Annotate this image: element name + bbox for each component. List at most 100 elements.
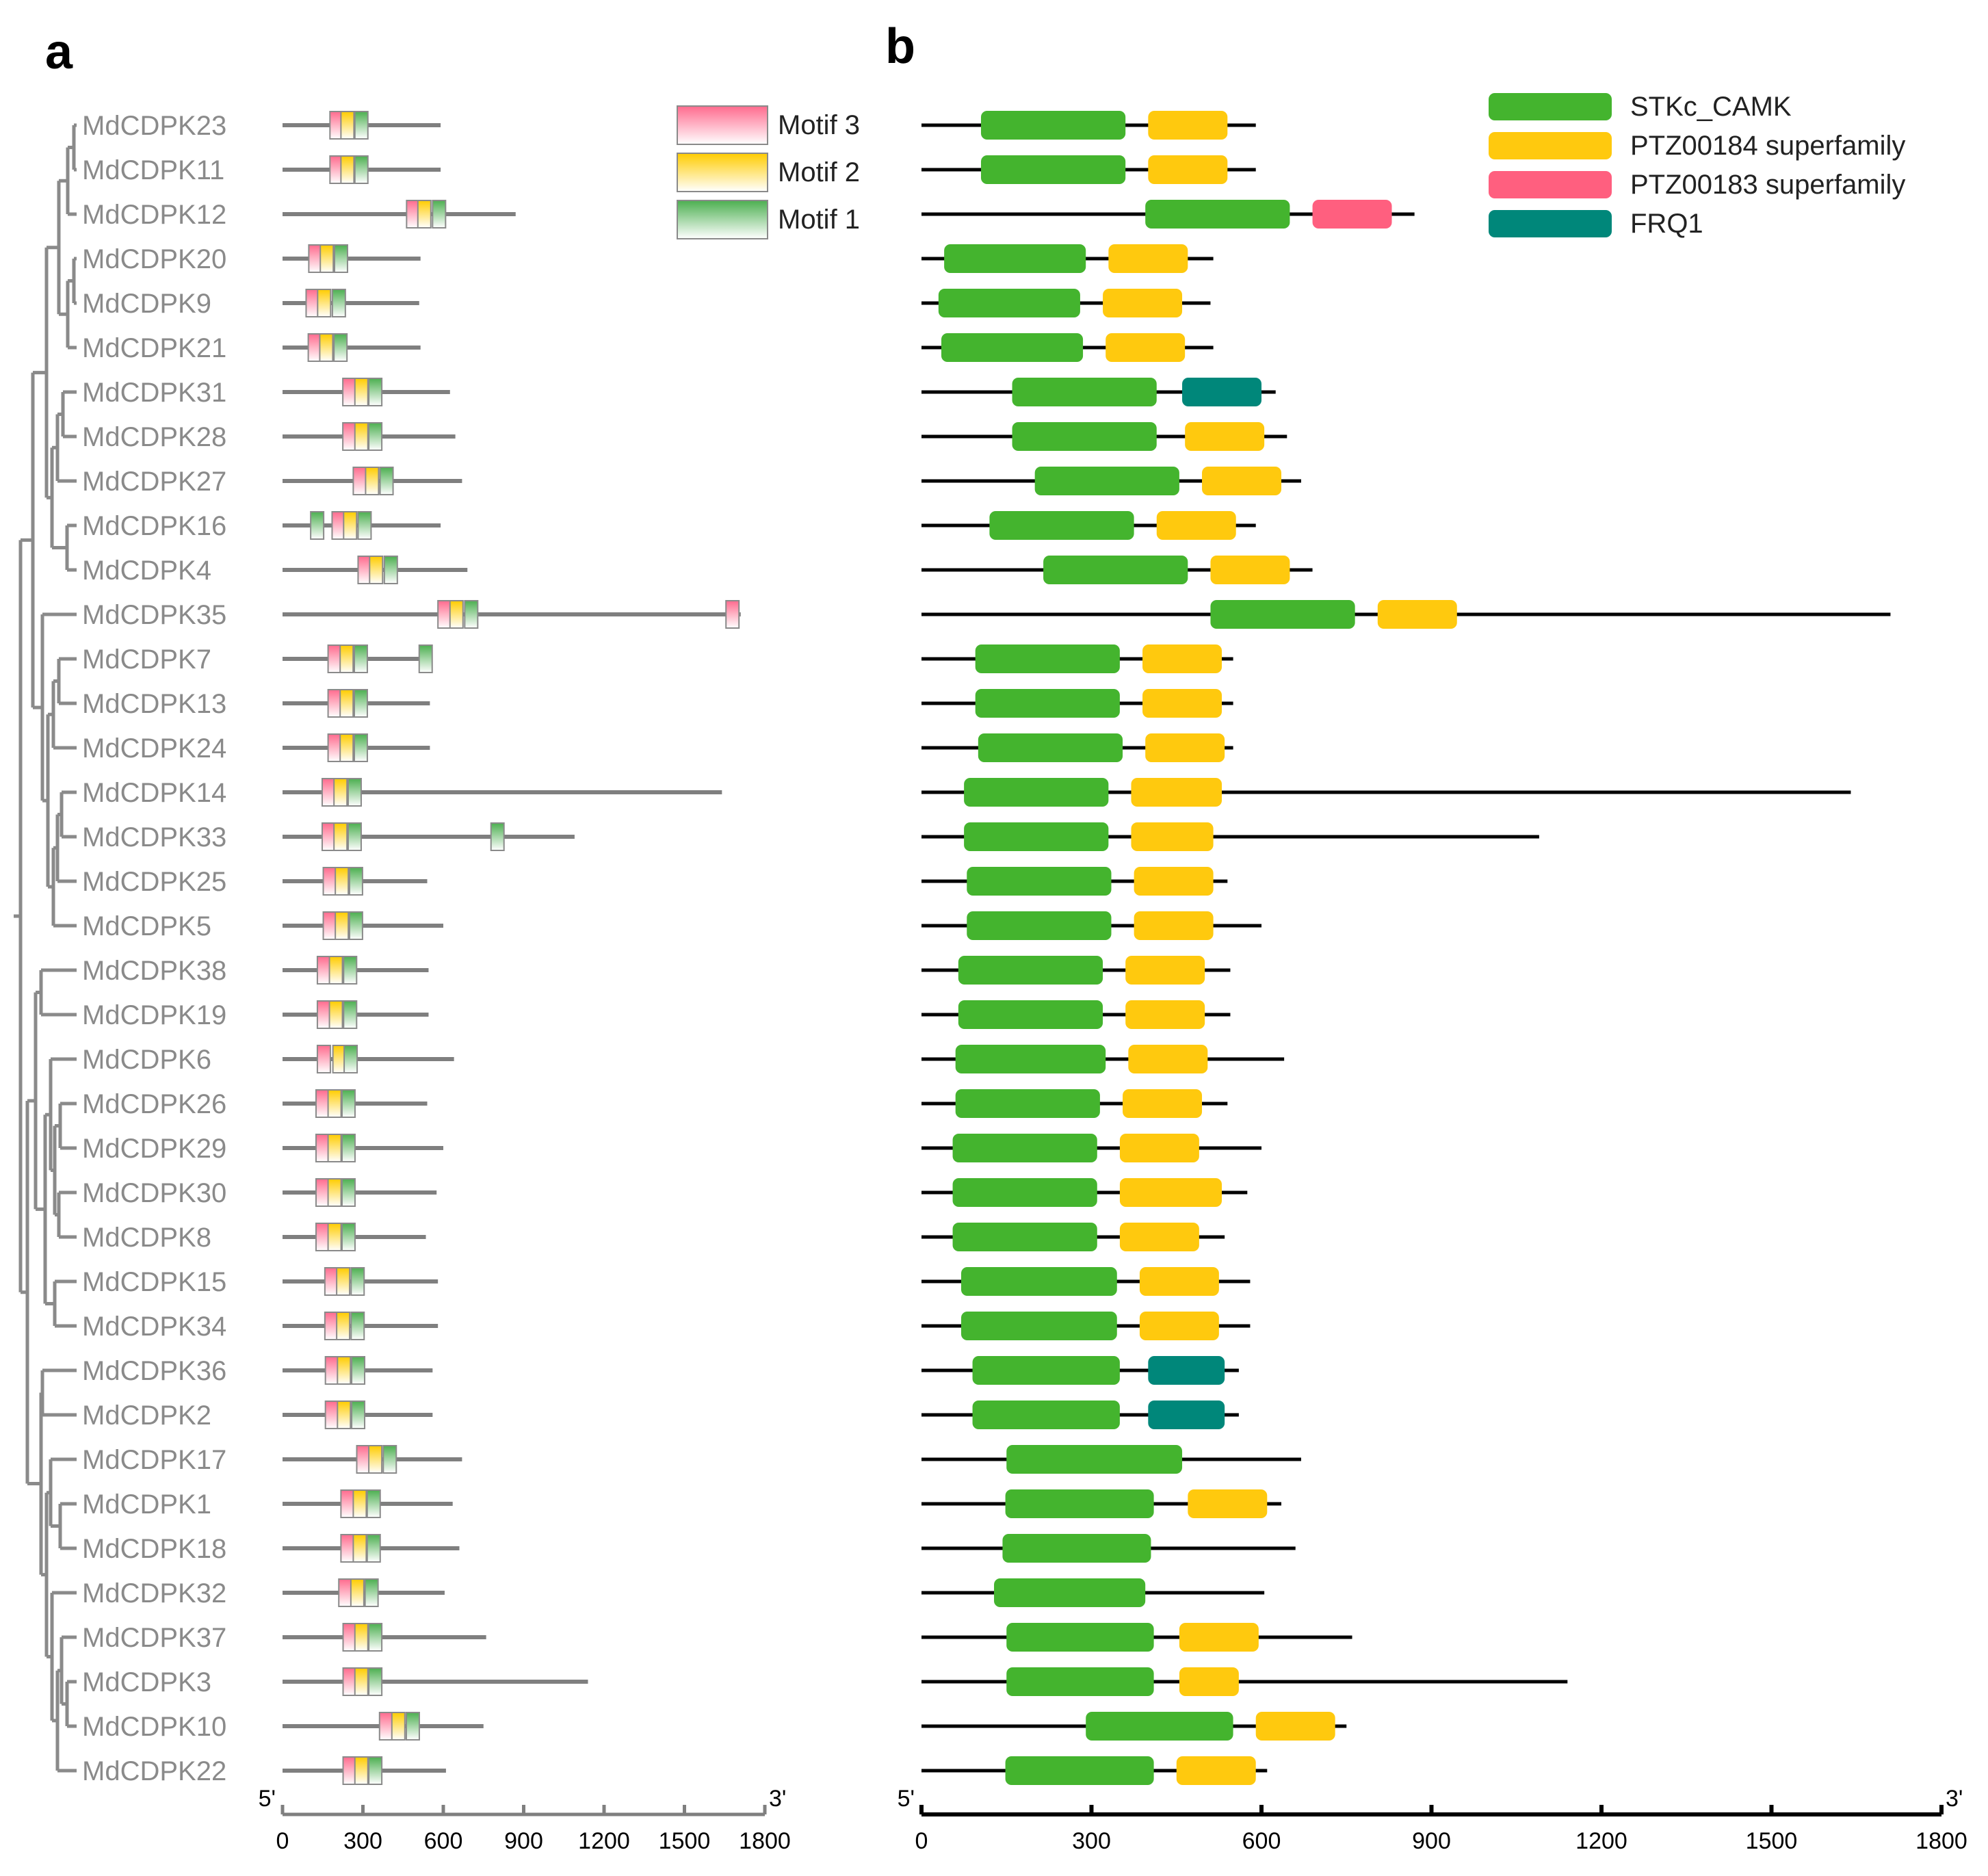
motif1-box — [341, 1223, 356, 1251]
motif3-box — [316, 1000, 331, 1029]
motif1-box — [333, 333, 348, 362]
motif3-box — [340, 1534, 355, 1563]
motif1-box — [351, 1401, 366, 1429]
axis-tick-label: 1500 — [1746, 1828, 1798, 1854]
domain-row — [921, 1045, 1285, 1073]
motif-structures — [283, 111, 741, 1785]
domain-row — [921, 1178, 1248, 1207]
ptz00184-domain — [1210, 556, 1290, 584]
ptz00184-domain — [1179, 1667, 1239, 1696]
ptz00184-domain — [1179, 1623, 1259, 1652]
stkc_camk-domain — [1005, 1756, 1154, 1785]
motif1-box — [432, 200, 447, 229]
stkc_camk-domain — [960, 1312, 1117, 1340]
motif-row — [283, 1667, 588, 1696]
gene-label: MdCDPK31 — [82, 378, 226, 408]
motif3-box — [321, 778, 336, 807]
stkc_camk-domain — [1034, 467, 1179, 495]
motif-row — [283, 644, 433, 673]
motif1-box — [341, 1089, 356, 1118]
gene-label: MdCDPK7 — [82, 644, 211, 675]
stkc_camk-domain — [1005, 1489, 1154, 1518]
motif-row — [283, 1223, 426, 1251]
motif2-box — [449, 600, 464, 629]
motif-row — [283, 600, 741, 629]
stkc_camk-domain — [938, 289, 1080, 317]
motif1-box — [354, 155, 369, 184]
panel-label-a: a — [45, 25, 73, 79]
domain-row — [921, 1000, 1231, 1029]
gene-label: MdCDPK16 — [82, 511, 226, 541]
ptz00184-domain — [1188, 1489, 1268, 1518]
ptz00184-domain — [1202, 467, 1281, 495]
motif1-box — [366, 1534, 381, 1563]
gene-label: MdCDPK18 — [82, 1534, 226, 1564]
motif3-box — [322, 867, 337, 896]
motif2-box — [354, 422, 369, 451]
motif2-box — [368, 1445, 383, 1474]
ptz00184-domain — [1139, 1267, 1219, 1296]
motif-row — [283, 822, 575, 851]
motif2-box — [354, 1623, 369, 1652]
motif-row — [283, 1134, 443, 1162]
ptz00184-domain — [1142, 689, 1222, 718]
motif2-box — [354, 378, 369, 406]
axis-tick-label: 1800 — [739, 1828, 791, 1854]
motif3-box — [324, 1312, 339, 1340]
domain-row — [921, 111, 1256, 140]
motif1-box — [333, 244, 348, 273]
motif-row — [283, 1623, 486, 1652]
motif-row — [283, 778, 722, 807]
motif2-box — [417, 200, 432, 229]
gene-label: MdCDPK14 — [82, 778, 226, 808]
stkc_camk-domain — [952, 1223, 1097, 1251]
domain-row — [921, 155, 1256, 184]
gene-label: MdCDPK17 — [82, 1445, 226, 1475]
motif3-box — [327, 644, 342, 673]
gene-label: MdCDPK20 — [82, 244, 226, 274]
domain-row — [921, 1578, 1265, 1607]
stkc_camk-domain — [944, 244, 1086, 273]
axis-start-label: 5' — [259, 1786, 276, 1812]
motif1-box — [383, 556, 398, 584]
stkc_camk-domain — [941, 333, 1084, 362]
gene-label: MdCDPK3 — [82, 1667, 211, 1697]
domain-row — [921, 511, 1256, 540]
gene-label: MdCDPK2 — [82, 1401, 211, 1431]
motif1-box — [331, 289, 346, 317]
motif1-box — [348, 911, 363, 940]
motif3-box — [324, 1401, 339, 1429]
motif1-box — [464, 600, 479, 629]
stkc_camk-domain — [952, 1178, 1097, 1207]
motif2-legend-label: Motif 2 — [778, 157, 860, 187]
motif-row — [283, 467, 462, 495]
domain-row — [921, 1134, 1261, 1162]
motif2-box — [327, 1178, 342, 1207]
motif1-box — [350, 1267, 365, 1296]
domain-row — [921, 244, 1214, 273]
motif-row — [283, 1578, 445, 1607]
gene-label: MdCDPK28 — [82, 422, 226, 452]
ptz00184-domain — [1125, 956, 1205, 985]
motif1-legend-label: Motif 1 — [778, 205, 860, 235]
motif-row — [283, 1267, 439, 1296]
domain-row — [921, 1756, 1268, 1785]
motif3-box — [316, 956, 331, 985]
motif2-box — [339, 689, 354, 718]
motif3-box — [725, 600, 740, 629]
gene-label: MdCDPK6 — [82, 1045, 211, 1075]
stkc_camk-domain — [1006, 1623, 1154, 1652]
gene-label: MdCDPK1 — [82, 1489, 211, 1520]
motif1-box — [418, 644, 433, 673]
motif2-box — [328, 956, 343, 985]
motif3-box — [378, 1712, 393, 1741]
motif3-box — [340, 1489, 355, 1518]
motif2-box — [336, 1267, 351, 1296]
domain-row — [921, 911, 1261, 940]
motif1-box — [341, 1178, 356, 1207]
gene-label: MdCDPK4 — [82, 556, 211, 586]
motif-row — [283, 556, 468, 584]
motif-row — [283, 1445, 462, 1474]
ptz00184-legend-label: PTZ00184 superfamily — [1630, 131, 1905, 161]
